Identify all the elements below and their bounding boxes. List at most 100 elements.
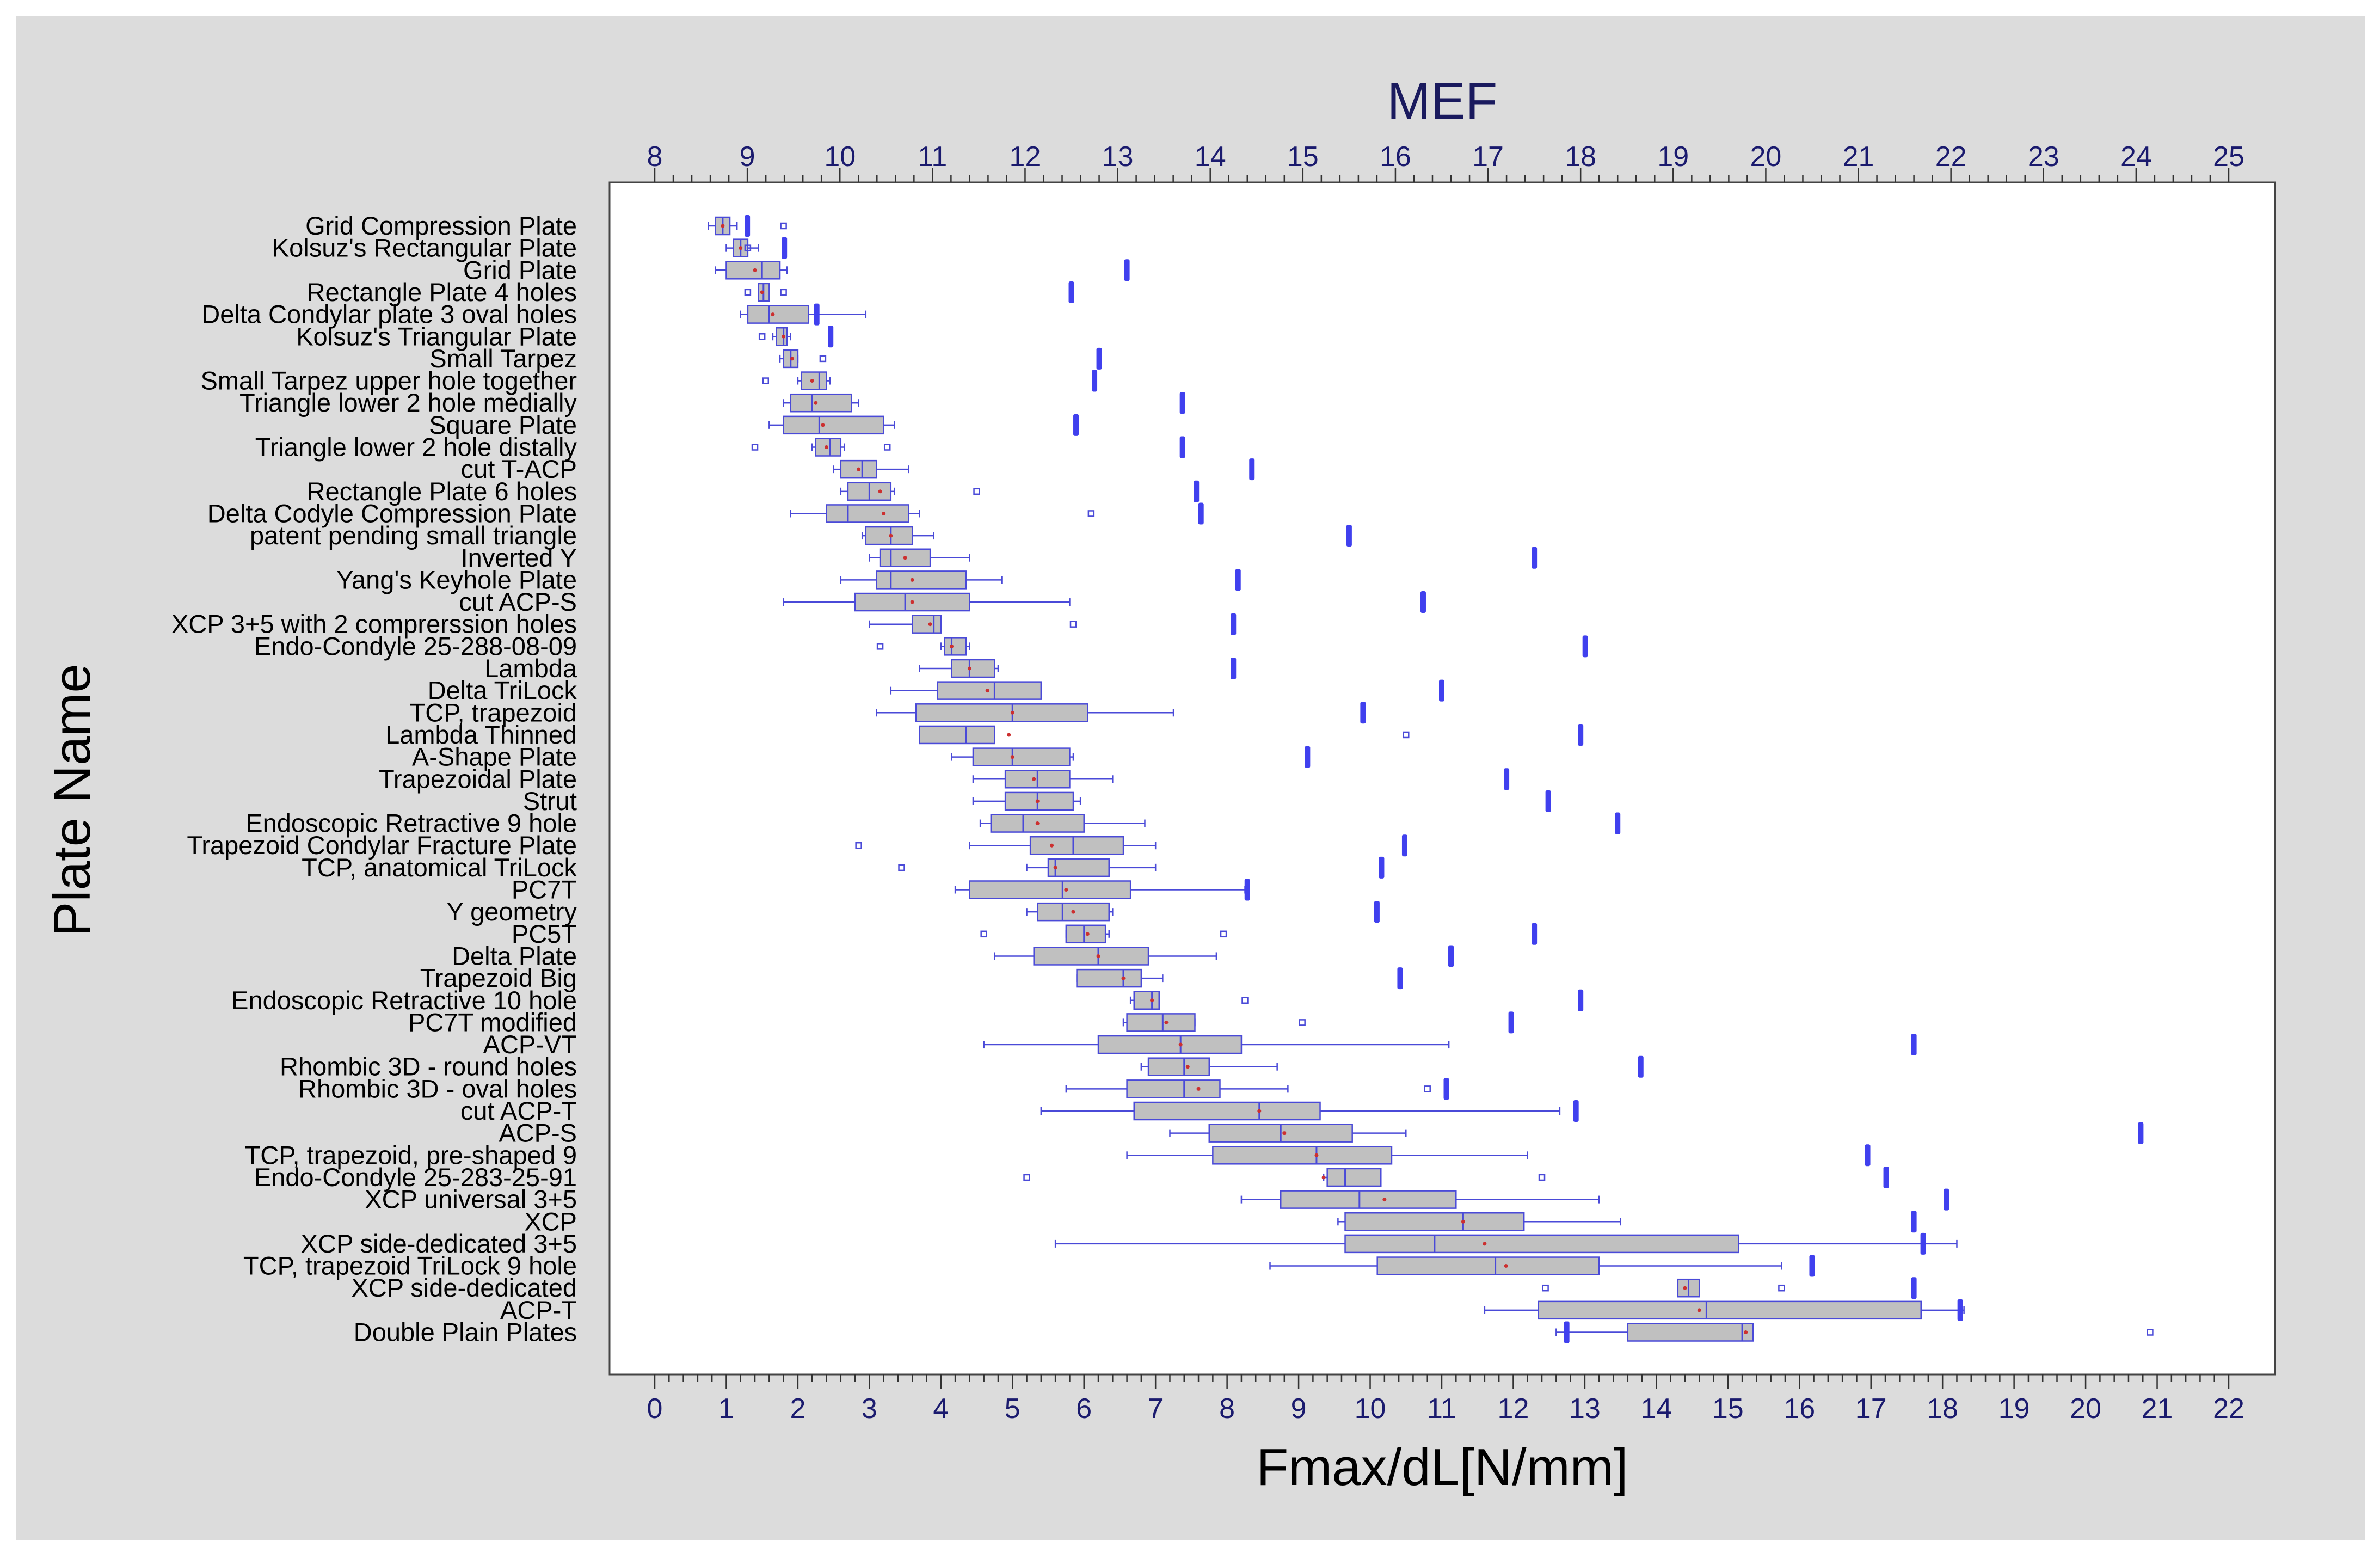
iqr-box <box>826 504 909 523</box>
top-tick-label: 22 <box>1935 141 1967 173</box>
plate-row: A-Shape Plate <box>412 742 1311 771</box>
iqr-box <box>1627 1323 1754 1342</box>
plate-name-label: XCP universal 3+5 <box>365 1185 577 1214</box>
plate-row: TCP, trapezoid TriLock 9 hole <box>243 1251 1815 1280</box>
plate-name-label: Endoscopic Retractive 9 hole <box>245 809 577 838</box>
mean-marker <box>1035 799 1040 803</box>
mef-marker <box>1231 658 1237 679</box>
mef-marker <box>1249 458 1255 481</box>
plate-row: cut T-ACP <box>461 455 1255 483</box>
outlier-point <box>1069 621 1077 628</box>
outlier-point <box>758 333 766 340</box>
plate-row: Delta Plate <box>452 941 1454 970</box>
mean-marker <box>1461 1219 1465 1224</box>
plate-row: Trapezoid Big <box>420 963 1403 992</box>
plate-name-label: Delta Codyle Compression Plate <box>207 499 577 527</box>
mef-marker <box>1865 1144 1871 1167</box>
mean-marker <box>910 578 914 582</box>
bottom-tick-label: 18 <box>1927 1393 1958 1425</box>
mean-marker <box>882 511 886 515</box>
mean-marker <box>1382 1198 1387 1202</box>
plate-row: PC7T <box>512 875 1250 904</box>
plate-row: Trapezoid Condylar Fracture Plate <box>187 831 1407 860</box>
mef-marker <box>1231 613 1237 635</box>
plate-name-label: Rectangle Plate 6 holes <box>307 477 577 506</box>
plate-name-label: Yang's Keyhole Plate <box>336 565 577 594</box>
mef-marker <box>1578 723 1584 746</box>
mean-marker <box>928 622 932 627</box>
mef-marker <box>1235 569 1241 591</box>
iqr-box <box>944 637 967 656</box>
iqr-box <box>1126 1013 1196 1032</box>
bottom-tick-label: 22 <box>2213 1393 2244 1425</box>
plate-name-label: Strut <box>523 787 577 815</box>
mef-marker <box>1532 547 1538 569</box>
outlier-point <box>883 444 891 451</box>
outlier-point <box>2147 1329 2154 1336</box>
iqr-box <box>1538 1300 1922 1320</box>
bottom-tick-label: 3 <box>862 1393 877 1425</box>
outlier-point <box>980 930 987 938</box>
plate-row: XCP side-dedicated 3+5 <box>301 1229 1958 1258</box>
plate-name-label: ACP-S <box>499 1119 577 1147</box>
mean-marker <box>903 556 907 560</box>
mef-marker <box>1638 1055 1644 1078</box>
mef-marker <box>1504 768 1510 790</box>
plate-name-label: cut ACP-S <box>459 587 577 616</box>
plate-row: Delta Condylar plate 3 oval holes <box>201 300 867 329</box>
top-tick-label: 13 <box>1102 141 1134 173</box>
mef-marker <box>1920 1232 1926 1255</box>
plate-row: XCP 3+5 with 2 comprerssion holes <box>171 610 1237 639</box>
plot-area <box>608 181 2276 1376</box>
mef-marker <box>1397 967 1403 990</box>
mef-marker <box>1124 259 1130 281</box>
bottom-tick-label: 2 <box>790 1393 805 1425</box>
mean-marker <box>1150 998 1154 1003</box>
top-tick-label: 10 <box>824 141 856 173</box>
mef-marker <box>1374 901 1380 923</box>
mef-marker <box>1578 989 1584 1011</box>
mean-marker <box>790 357 794 361</box>
mean-marker <box>1032 777 1036 781</box>
bottom-tick-label: 8 <box>1219 1393 1235 1425</box>
mean-marker <box>878 489 882 494</box>
plate-row: TCP, anatomical TriLock <box>302 853 1385 882</box>
plate-row: Square Plate <box>429 410 1079 439</box>
outlier-point <box>1087 510 1095 517</box>
bottom-axis-title: Fmax/dL[N/mm] <box>1257 1438 1628 1496</box>
bottom-tick-label: 10 <box>1355 1393 1386 1425</box>
mef-marker <box>828 326 834 348</box>
top-tick-label: 16 <box>1380 141 1411 173</box>
top-tick-label: 23 <box>2028 141 2059 173</box>
plate-row: XCP universal 3+5 <box>365 1185 1949 1214</box>
top-tick-label: 21 <box>1843 141 1874 173</box>
plate-name-label: XCP side-dedicated <box>351 1273 577 1302</box>
mef-marker <box>1573 1100 1579 1122</box>
plate-name-label: XCP 3+5 with 2 comprerssion holes <box>171 610 577 639</box>
mef-marker <box>1068 281 1074 303</box>
plate-row: XCP side-dedicated <box>351 1273 1917 1302</box>
outlier-point <box>819 355 827 363</box>
mean-marker <box>782 334 786 339</box>
mef-marker <box>1073 414 1079 436</box>
plate-name-label: Kolsuz's Rectangular Plate <box>272 234 577 262</box>
mean-marker <box>967 666 971 671</box>
mef-marker <box>1911 1211 1917 1233</box>
outlier-point <box>855 842 862 849</box>
plate-name-label: Trapezoid Condylar Fracture Plate <box>187 831 577 860</box>
outlier-point <box>762 377 770 384</box>
iqr-box <box>990 814 1085 833</box>
bottom-tick-label: 6 <box>1076 1393 1092 1425</box>
plate-name-label: Y geometry <box>447 897 577 926</box>
plate-name-label: TCP, trapezoid, pre-shaped 9 <box>245 1140 577 1169</box>
plate-row: patent pending small triangle <box>250 521 1352 550</box>
plate-name-label: Endoscopic Retractive 10 hole <box>231 986 577 1015</box>
plate-name-label: cut ACP-T <box>460 1096 577 1125</box>
mean-marker <box>810 379 814 383</box>
mef-marker <box>1305 746 1311 768</box>
mean-marker <box>1744 1330 1748 1334</box>
plate-row: cut ACP-T <box>460 1096 1579 1125</box>
plate-row: Rectangle Plate 4 holes <box>307 278 1074 306</box>
plate-name-label: Small Tarpez upper hole together <box>200 366 577 395</box>
plate-name-label: Small Tarpez <box>429 344 577 373</box>
